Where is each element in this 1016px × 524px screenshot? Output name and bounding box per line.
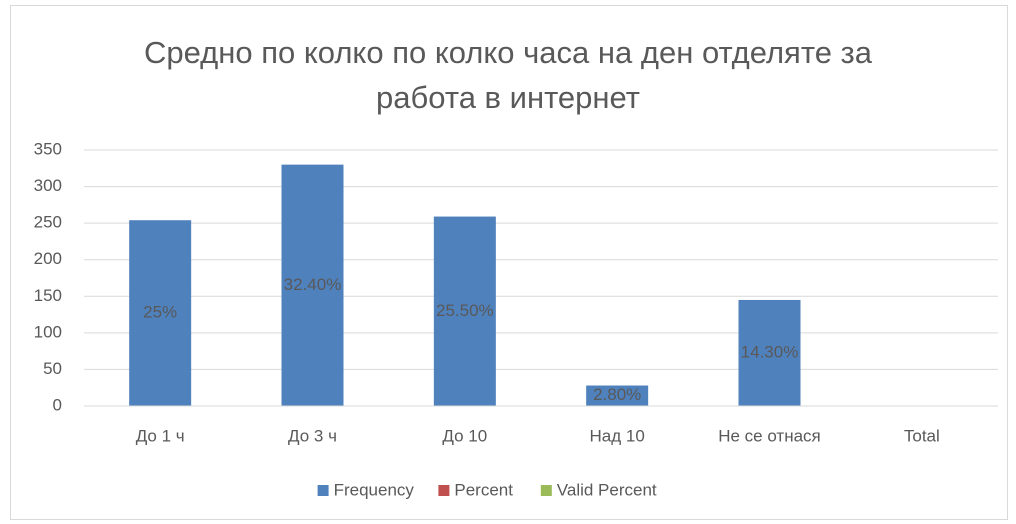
y-tick-label: 100: [34, 322, 62, 341]
y-tick-label: 200: [34, 249, 62, 268]
y-tick-label: 150: [34, 286, 62, 305]
data-label: 32.40%: [284, 275, 342, 294]
legend-swatch: [438, 485, 450, 496]
x-tick-label: До 10: [442, 426, 487, 445]
legend-swatch: [317, 485, 329, 496]
legend-swatch: [540, 485, 552, 496]
bar: [129, 220, 192, 406]
y-tick-label: 50: [43, 359, 62, 378]
x-tick-label: Над 10: [590, 426, 645, 445]
data-label: 14.30%: [741, 342, 799, 361]
y-tick-label: 300: [34, 176, 62, 195]
y-tick-label: 250: [34, 213, 62, 232]
x-tick-label: Не се отнася: [718, 426, 821, 445]
bar: [586, 385, 649, 406]
legend-label: Frequency: [334, 480, 415, 499]
data-label: 2.80%: [593, 385, 641, 404]
bar: [738, 299, 801, 406]
bar: [433, 216, 496, 406]
chart-title: Средно по колко по колко часа на ден отд…: [143, 35, 872, 115]
legend-label: Valid Percent: [557, 480, 657, 499]
legend-label: Percent: [454, 480, 513, 499]
x-tick-label: До 3 ч: [288, 426, 337, 445]
bar: [281, 164, 344, 406]
y-tick-label: 0: [53, 395, 62, 414]
data-label: 25.50%: [436, 301, 494, 320]
y-tick-label: 350: [34, 139, 62, 158]
x-tick-label: До 1 ч: [136, 426, 185, 445]
x-tick-label: Total: [904, 426, 940, 445]
data-label: 25%: [143, 303, 177, 322]
